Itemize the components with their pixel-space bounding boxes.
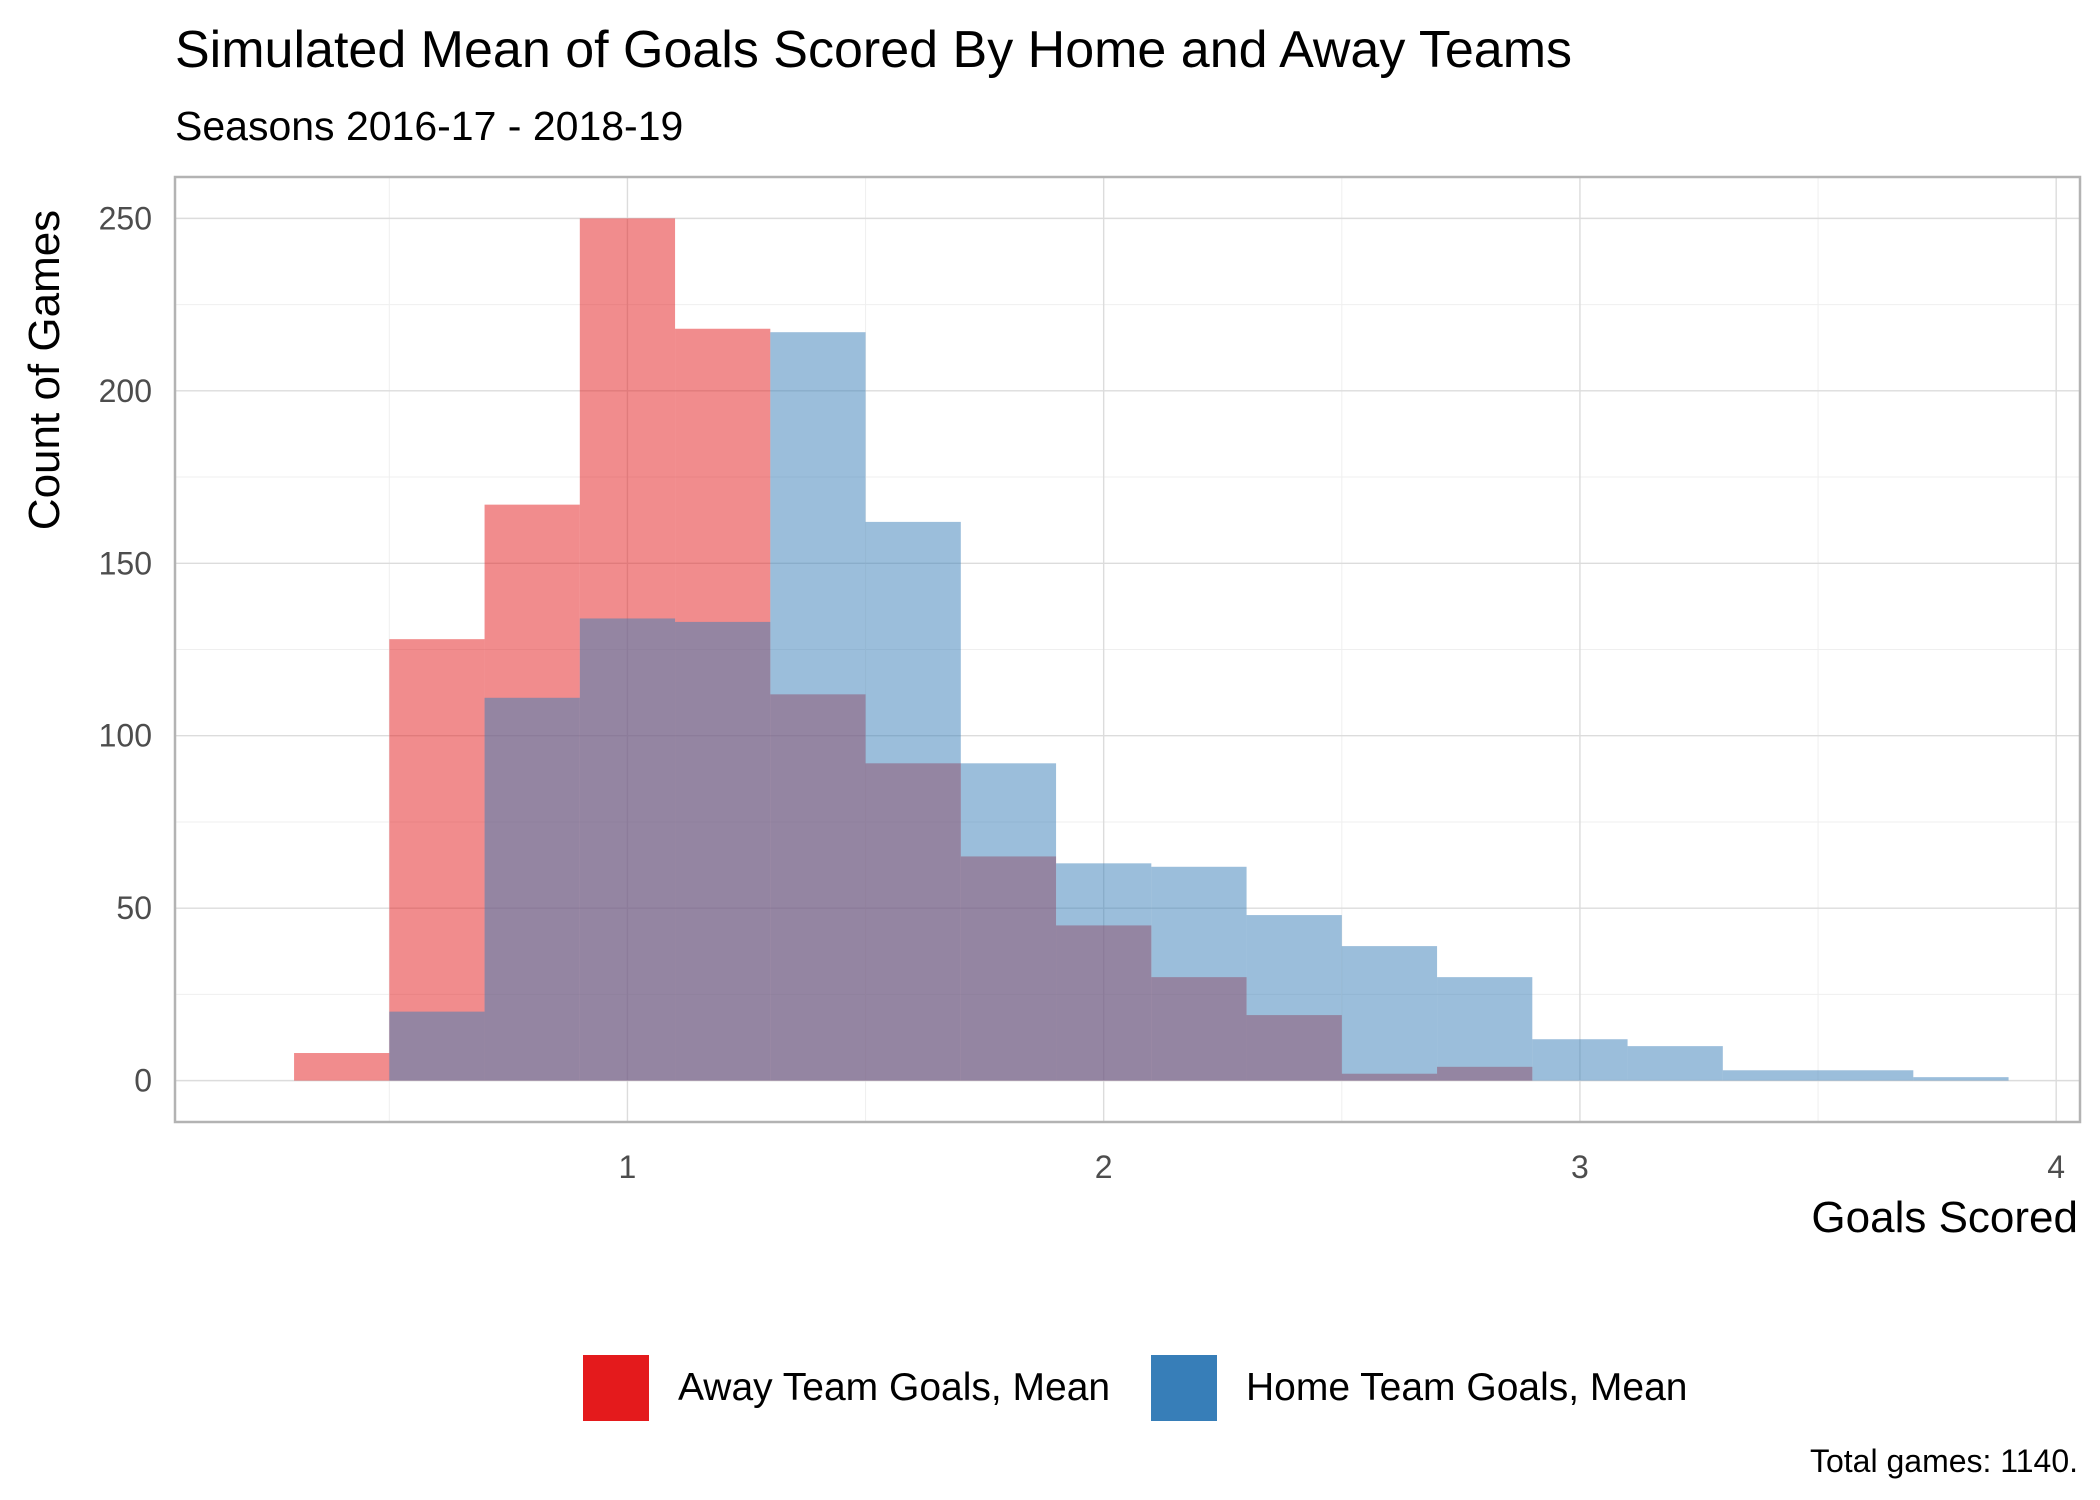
home-bar <box>1722 1070 1819 1081</box>
x-axis-title: Goals Scored <box>1811 1193 2078 1242</box>
legend-key-away <box>583 1355 649 1421</box>
legend-key-home <box>1151 1355 1217 1421</box>
y-tick-label: 250 <box>99 200 152 236</box>
home-bar <box>865 521 961 1081</box>
away-bar <box>389 639 485 1081</box>
home-bar <box>1151 866 1247 1081</box>
home-bar <box>960 763 1057 1081</box>
y-tick-label: 0 <box>134 1063 152 1099</box>
x-tick-label: 4 <box>2047 1149 2065 1185</box>
home-bar <box>1913 1077 2009 1081</box>
y-tick-label: 50 <box>116 890 152 926</box>
home-bar <box>579 618 676 1081</box>
home-bar <box>389 1011 485 1081</box>
home-bar <box>1246 915 1342 1081</box>
home-bar <box>675 621 771 1081</box>
chart-subtitle: Seasons 2016-17 - 2018-19 <box>175 103 683 149</box>
axis-tick-labels: 1 2 3 4 0 50 100 150 200 250 <box>99 200 2065 1185</box>
away-bar <box>294 1053 390 1081</box>
plot-panel-border <box>173 175 2082 1124</box>
legend-label-away: Away Team Goals, Mean <box>678 1366 1110 1409</box>
home-bar <box>1437 977 1533 1081</box>
home-bar <box>1056 863 1152 1081</box>
y-tick-label: 150 <box>99 545 152 581</box>
home-bar <box>1532 1039 1628 1081</box>
legend-label-home: Home Team Goals, Mean <box>1246 1366 1687 1409</box>
home-bar <box>1341 946 1438 1081</box>
x-tick-label: 3 <box>1571 1149 1589 1185</box>
home-bar <box>770 332 866 1081</box>
chart-title: Simulated Mean of Goals Scored By Home a… <box>175 21 1572 79</box>
home-bar <box>1818 1070 1914 1081</box>
x-tick-label: 2 <box>1095 1149 1113 1185</box>
legend: Away Team Goals, Mean Home Team Goals, M… <box>583 1355 1687 1421</box>
y-tick-label: 200 <box>99 373 152 409</box>
x-tick-label: 1 <box>619 1149 637 1185</box>
home-bar <box>484 697 580 1081</box>
home-bars-group <box>389 332 2009 1081</box>
home-bar <box>1627 1046 1723 1081</box>
y-tick-label: 100 <box>99 718 152 754</box>
y-axis-title: Count of Games <box>20 210 69 530</box>
caption: Total games: 1140. <box>1810 1443 2078 1479</box>
